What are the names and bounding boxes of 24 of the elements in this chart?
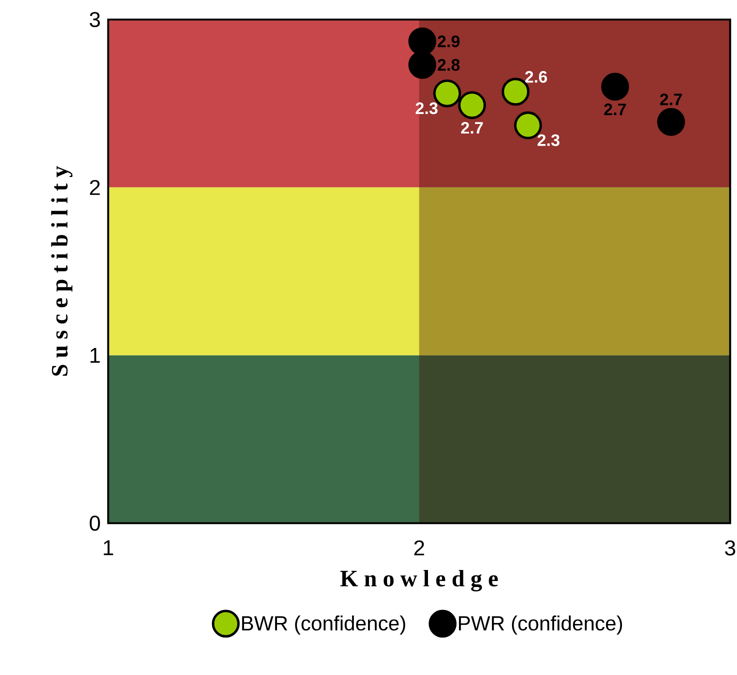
point bbox=[458, 91, 486, 120]
annotation: 2.7 bbox=[660, 94, 682, 106]
x-tick-label: 2 bbox=[414, 540, 424, 556]
y-axis-title: S u s c e p t i b i l i t y bbox=[51, 166, 72, 376]
point bbox=[657, 108, 685, 136]
legend-label: BWR (confidence) bbox=[242, 616, 406, 635]
annotation: 2.6 bbox=[525, 71, 547, 83]
y-tick-label: 3 bbox=[90, 12, 100, 28]
annotation: 2.3 bbox=[416, 102, 438, 114]
annotation: 2.3 bbox=[538, 134, 560, 146]
x-tick-label: 1 bbox=[104, 540, 114, 556]
annotation: 2.7 bbox=[604, 104, 626, 116]
annotation: 2.8 bbox=[438, 59, 460, 71]
point bbox=[408, 51, 436, 79]
point bbox=[601, 72, 630, 101]
y-tick-label: 2 bbox=[90, 180, 100, 196]
point bbox=[408, 28, 436, 56]
y-tick-label: 1 bbox=[90, 348, 100, 363]
annotation: 2.9 bbox=[438, 36, 460, 48]
x-axis-title: K n o w l e d g e bbox=[340, 570, 498, 592]
x-tick-label: 3 bbox=[725, 540, 736, 556]
legend-label: PWR (confidence) bbox=[458, 616, 622, 635]
annotation: 2.7 bbox=[461, 122, 483, 134]
y-tick-label: 0 bbox=[90, 516, 100, 531]
